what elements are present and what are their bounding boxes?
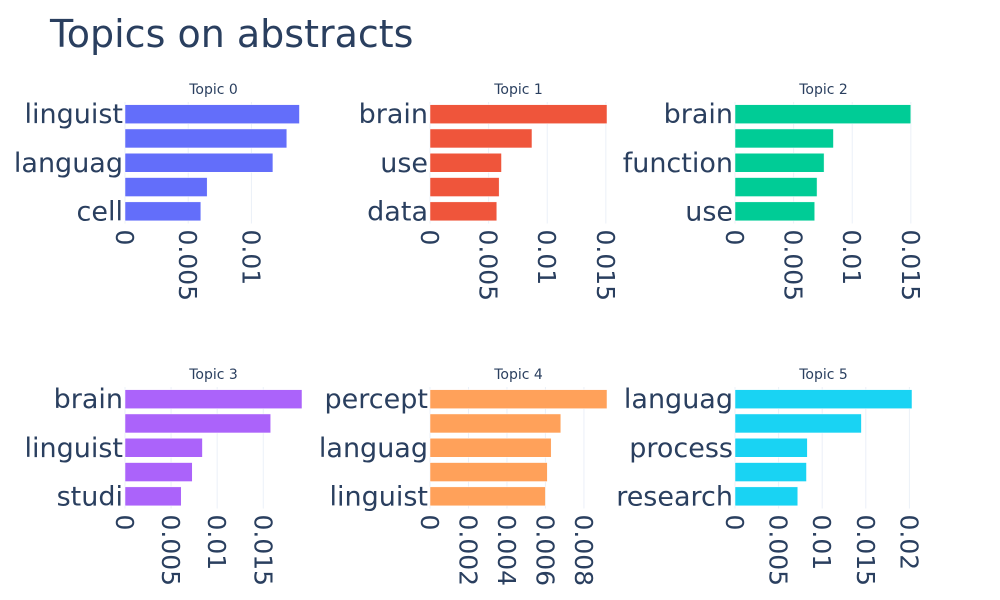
x-tick-label: 0.015 <box>591 230 620 302</box>
x-tick-label: 0.02 <box>894 515 923 571</box>
category-label: studi <box>57 481 123 512</box>
subplot-title: Topic 5 <box>798 367 848 383</box>
bar <box>124 462 193 482</box>
x-tick-label: 0.015 <box>851 515 880 587</box>
x-tick-label: 0.002 <box>453 515 482 587</box>
category-label: research <box>616 481 733 512</box>
category-label: linguist <box>329 481 428 512</box>
subplot-title: Topic 0 <box>188 82 238 98</box>
x-tick-label: 0 <box>110 515 139 531</box>
x-tick-label: 0.005 <box>474 230 503 302</box>
bar <box>429 104 608 124</box>
x-tick-label: 0.01 <box>236 230 265 286</box>
bar <box>124 153 274 173</box>
topic-panel: Topic 5 languag process research 0 0.005 0.01 0… <box>616 367 923 586</box>
subplot-title: Topic 2 <box>798 82 848 98</box>
x-tick-label: 0.015 <box>896 230 925 302</box>
category-label: brain <box>54 384 123 415</box>
bar <box>429 413 562 434</box>
x-tick-label: 0 <box>110 230 139 246</box>
category-label: use <box>685 196 733 227</box>
x-tick-label: 0.01 <box>837 230 866 286</box>
bar <box>734 201 815 222</box>
x-tick-label: 0.015 <box>248 515 277 587</box>
x-tick-label: 0 <box>720 230 749 246</box>
topic-panel: Topic 2 brain function use 0 0.005 0.01 0.015 <box>623 82 925 301</box>
x-tick-label: 0 <box>415 515 444 531</box>
category-label: percept <box>325 384 428 415</box>
category-label: data <box>367 196 428 227</box>
bar <box>734 177 818 197</box>
bar <box>429 128 533 149</box>
bar <box>124 389 303 409</box>
topic-panel: Topic 4 percept languag linguist 0 0.002 0.004… <box>319 367 608 587</box>
category-label: linguist <box>24 433 123 464</box>
category-label: languag <box>319 433 428 464</box>
x-tick-label: 0.006 <box>530 515 559 587</box>
subplot-title: Topic 3 <box>188 367 238 383</box>
x-tick-label: 0.01 <box>202 515 231 571</box>
page-title: Topics on abstracts <box>50 12 414 56</box>
bar <box>429 389 608 409</box>
bar <box>429 486 546 507</box>
bar <box>429 153 502 173</box>
bar <box>429 177 500 197</box>
category-label: function <box>623 148 733 179</box>
bar <box>124 486 182 507</box>
category-label: linguist <box>24 99 123 130</box>
bar <box>734 153 825 173</box>
category-label: cell <box>77 196 123 227</box>
bar <box>734 104 912 124</box>
x-tick-label: 0 <box>415 230 444 246</box>
x-tick-label: 0.005 <box>764 515 793 587</box>
bar <box>124 201 202 222</box>
bar <box>734 438 808 458</box>
category-label: brain <box>664 99 733 130</box>
topic-panel: Topic 0 linguist languag cell 0 0.005 0.01 <box>14 82 300 301</box>
category-label: process <box>629 433 733 464</box>
bar <box>429 438 552 458</box>
category-label: languag <box>14 148 123 179</box>
topic-panel: Topic 3 brain linguist studi 0 0.005 0.01 0.015 <box>24 367 303 587</box>
bar <box>734 128 834 149</box>
bar <box>124 128 288 149</box>
bar <box>734 413 862 434</box>
category-label: use <box>380 148 428 179</box>
subplot-title: Topic 4 <box>493 367 543 383</box>
x-tick-label: 0.005 <box>779 230 808 302</box>
bar <box>429 201 498 222</box>
bar <box>734 486 799 507</box>
category-label: languag <box>624 384 733 415</box>
bar <box>124 413 271 434</box>
x-tick-label: 0.005 <box>156 515 185 587</box>
bar <box>734 389 913 409</box>
x-tick-label: 0.004 <box>492 515 521 587</box>
x-tick-label: 0.008 <box>569 515 598 587</box>
x-tick-label: 0.005 <box>173 230 202 302</box>
topic-panel: Topic 1 brain use data 0 0.005 0.01 0.015 <box>359 82 620 301</box>
bar <box>429 462 548 482</box>
x-tick-label: 0 <box>720 515 749 531</box>
x-tick-label: 0.01 <box>532 230 561 286</box>
bar <box>124 104 300 124</box>
bar <box>124 177 208 197</box>
bar <box>734 462 807 482</box>
bar <box>124 438 203 458</box>
category-label: brain <box>359 99 428 130</box>
x-tick-label: 0.01 <box>807 515 836 571</box>
subplot-title: Topic 1 <box>493 82 543 98</box>
